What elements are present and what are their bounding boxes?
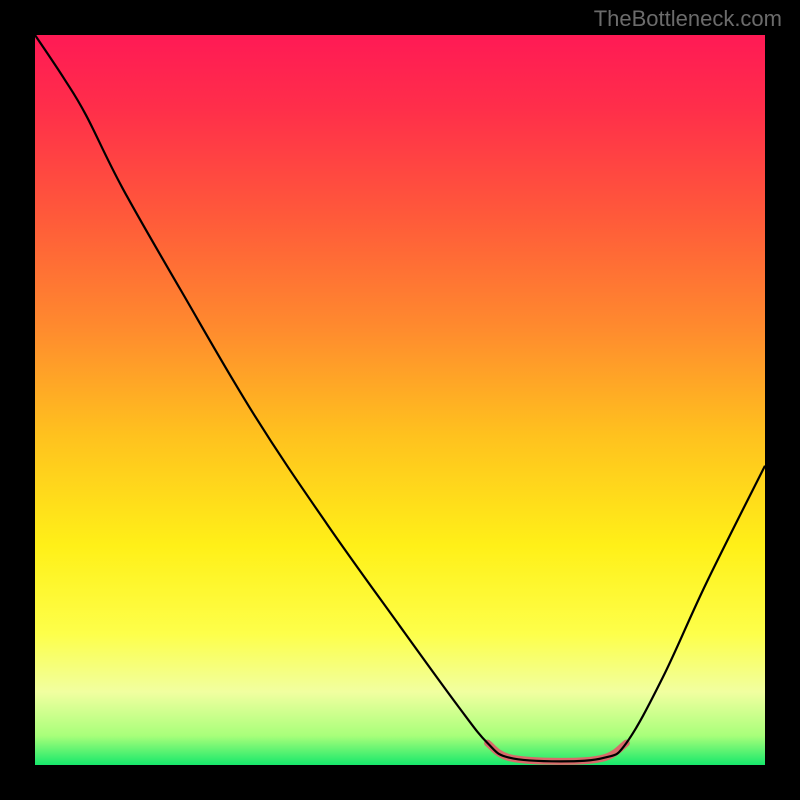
- chart-curve-overlay: [35, 35, 765, 765]
- attribution-text: TheBottleneck.com: [594, 6, 782, 32]
- bottleneck-line-chart: [35, 35, 765, 765]
- valley-highlight-segment: [488, 743, 627, 761]
- bottleneck-curve: [35, 35, 765, 761]
